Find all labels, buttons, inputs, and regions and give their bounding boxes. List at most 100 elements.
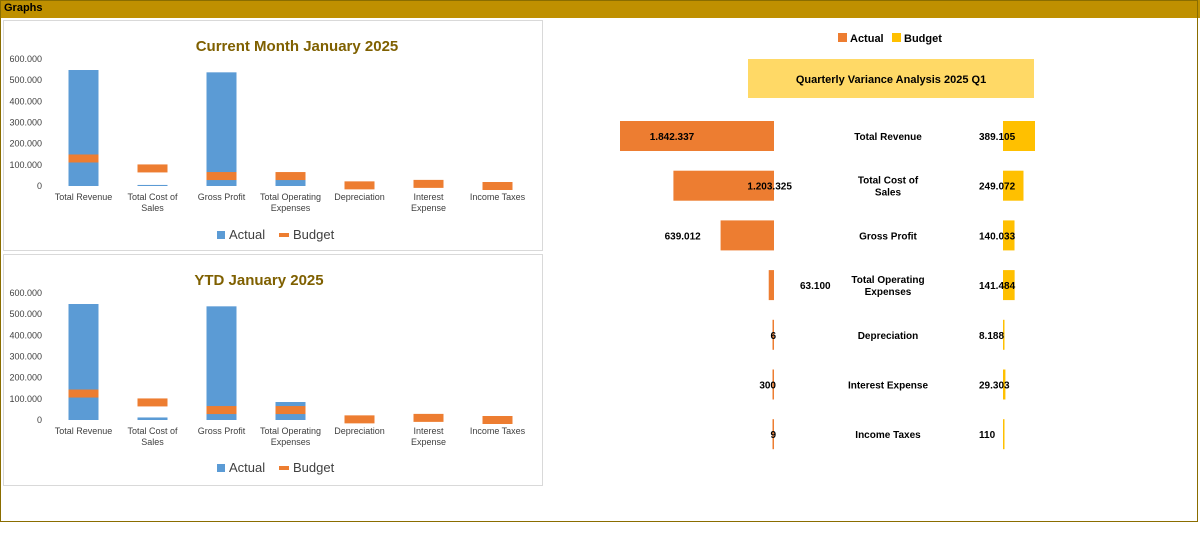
chart-title: Current Month January 2025 bbox=[196, 38, 399, 55]
x-category-label: Sales bbox=[141, 203, 164, 213]
x-category-label: Income Taxes bbox=[470, 192, 526, 202]
header-bar: Graphs bbox=[0, 0, 1200, 18]
actual-bar bbox=[206, 72, 237, 186]
x-category-label: Depreciation bbox=[334, 426, 385, 436]
legend-actual-swatch bbox=[838, 33, 847, 42]
actual-data-label: 300 bbox=[759, 381, 776, 392]
legend-budget-label: Budget bbox=[904, 33, 942, 45]
legend-budget-label: Budget bbox=[293, 460, 335, 475]
x-category-label: Income Taxes bbox=[470, 426, 526, 436]
budget-data-label: 389.105 bbox=[979, 132, 1016, 143]
legend-actual-label: Actual bbox=[229, 460, 265, 475]
budget-marker bbox=[68, 154, 99, 163]
budget-data-label: 29.303 bbox=[979, 381, 1010, 392]
actual-bar bbox=[772, 419, 774, 450]
legend-actual-swatch bbox=[217, 231, 225, 239]
budget-bar bbox=[1003, 220, 1015, 251]
budget-bar bbox=[1003, 319, 1005, 350]
legend-budget-swatch bbox=[892, 33, 901, 42]
actual-bar bbox=[275, 179, 306, 186]
budget-marker bbox=[482, 182, 513, 190]
budget-marker bbox=[137, 164, 168, 173]
actual-data-label: 6 bbox=[770, 331, 776, 342]
actual-data-label: 639.012 bbox=[665, 231, 702, 242]
budget-marker bbox=[413, 413, 444, 422]
y-tick-label: 400.000 bbox=[9, 96, 42, 106]
y-tick-label: 200.000 bbox=[9, 139, 42, 149]
budget-marker bbox=[275, 406, 306, 415]
x-category-label: Depreciation bbox=[334, 192, 385, 202]
x-category-label: Total Operating bbox=[260, 192, 321, 202]
budget-bar bbox=[1003, 369, 1006, 400]
legend-budget-swatch bbox=[279, 233, 289, 237]
x-category-label: Expenses bbox=[271, 437, 311, 447]
actual-bar bbox=[772, 369, 774, 400]
y-tick-label: 0 bbox=[37, 415, 42, 425]
y-tick-label: 300.000 bbox=[9, 118, 42, 128]
actual-bar bbox=[68, 70, 99, 186]
y-tick-label: 500.000 bbox=[9, 75, 42, 85]
category-label: Interest Expense bbox=[848, 381, 928, 392]
category-label: Gross Profit bbox=[859, 231, 917, 242]
budget-bar bbox=[1003, 419, 1005, 450]
budget-marker bbox=[344, 415, 375, 424]
y-tick-label: 500.000 bbox=[9, 309, 42, 319]
x-category-label: Gross Profit bbox=[198, 192, 246, 202]
x-category-label: Interest bbox=[413, 192, 444, 202]
ytd-chart-panel[interactable]: YTD January 2025 600.000 500.000 400.000 300… bbox=[3, 254, 543, 486]
sheet-frame bbox=[0, 0, 1198, 522]
x-category-label: Total Operating bbox=[260, 426, 321, 436]
x-category-label: Total Revenue bbox=[55, 192, 113, 202]
legend-budget-label: Budget bbox=[293, 227, 335, 242]
budget-data-label: 110 bbox=[979, 430, 996, 441]
x-category-label: Expense bbox=[411, 437, 446, 447]
budget-marker bbox=[137, 398, 168, 407]
x-category-label: Total Revenue bbox=[55, 426, 113, 436]
x-category-label: Sales bbox=[141, 437, 164, 447]
budget-data-label: 140.033 bbox=[979, 231, 1016, 242]
actual-bar bbox=[206, 306, 237, 420]
legend-actual-label: Actual bbox=[850, 33, 884, 45]
y-tick-label: 400.000 bbox=[9, 330, 42, 340]
actual-data-label: 9 bbox=[770, 430, 776, 441]
y-tick-label: 600.000 bbox=[9, 54, 42, 64]
actual-data-label: 63.100 bbox=[800, 281, 831, 292]
x-category-label: Gross Profit bbox=[198, 426, 246, 436]
page-title: Graphs bbox=[4, 2, 43, 14]
ytd-chart: YTD January 2025 600.000 500.000 400.000 300… bbox=[9, 272, 526, 475]
y-tick-label: 100.000 bbox=[9, 160, 42, 170]
actual-bar bbox=[768, 270, 774, 301]
x-category-label: Interest bbox=[413, 426, 444, 436]
category-label: Expenses bbox=[865, 287, 912, 298]
category-label: Income Taxes bbox=[855, 430, 921, 441]
budget-data-label: 141.484 bbox=[979, 281, 1016, 292]
actual-bar bbox=[772, 319, 774, 350]
quarterly-variance-chart: Actual Budget Quarterly Variance Analysis … bbox=[620, 33, 1035, 450]
actual-bar bbox=[137, 184, 168, 186]
budget-marker bbox=[413, 179, 444, 188]
budget-marker bbox=[344, 181, 375, 190]
budget-marker bbox=[275, 172, 306, 181]
actual-bar bbox=[720, 220, 774, 251]
current-month-chart: Current Month January 2025 600.000 500.000… bbox=[9, 38, 526, 242]
actual-data-label: 1.842.337 bbox=[650, 132, 695, 143]
legend-budget-swatch bbox=[279, 466, 289, 470]
x-category-label: Total Cost of bbox=[127, 192, 178, 202]
y-tick-label: 200.000 bbox=[9, 373, 42, 383]
budget-data-label: 249.072 bbox=[979, 182, 1016, 193]
x-category-label: Total Cost of bbox=[127, 426, 178, 436]
actual-bar bbox=[68, 304, 99, 420]
budget-bar bbox=[1003, 270, 1015, 301]
budget-marker bbox=[68, 389, 99, 398]
y-tick-label: 100.000 bbox=[9, 394, 42, 404]
budget-bar bbox=[1003, 170, 1024, 201]
budget-marker bbox=[206, 406, 237, 415]
current-month-chart-panel[interactable]: Current Month January 2025 600.000 500.000… bbox=[3, 20, 543, 251]
actual-data-label: 1.203.325 bbox=[747, 182, 792, 193]
actual-bar bbox=[673, 170, 774, 201]
category-label: Total Revenue bbox=[854, 132, 922, 143]
category-label: Sales bbox=[875, 188, 902, 199]
quarterly-variance-panel[interactable]: Actual Budget Quarterly Variance Analysis … bbox=[548, 22, 1194, 492]
actual-bar bbox=[620, 121, 774, 151]
category-label: Depreciation bbox=[858, 331, 919, 342]
